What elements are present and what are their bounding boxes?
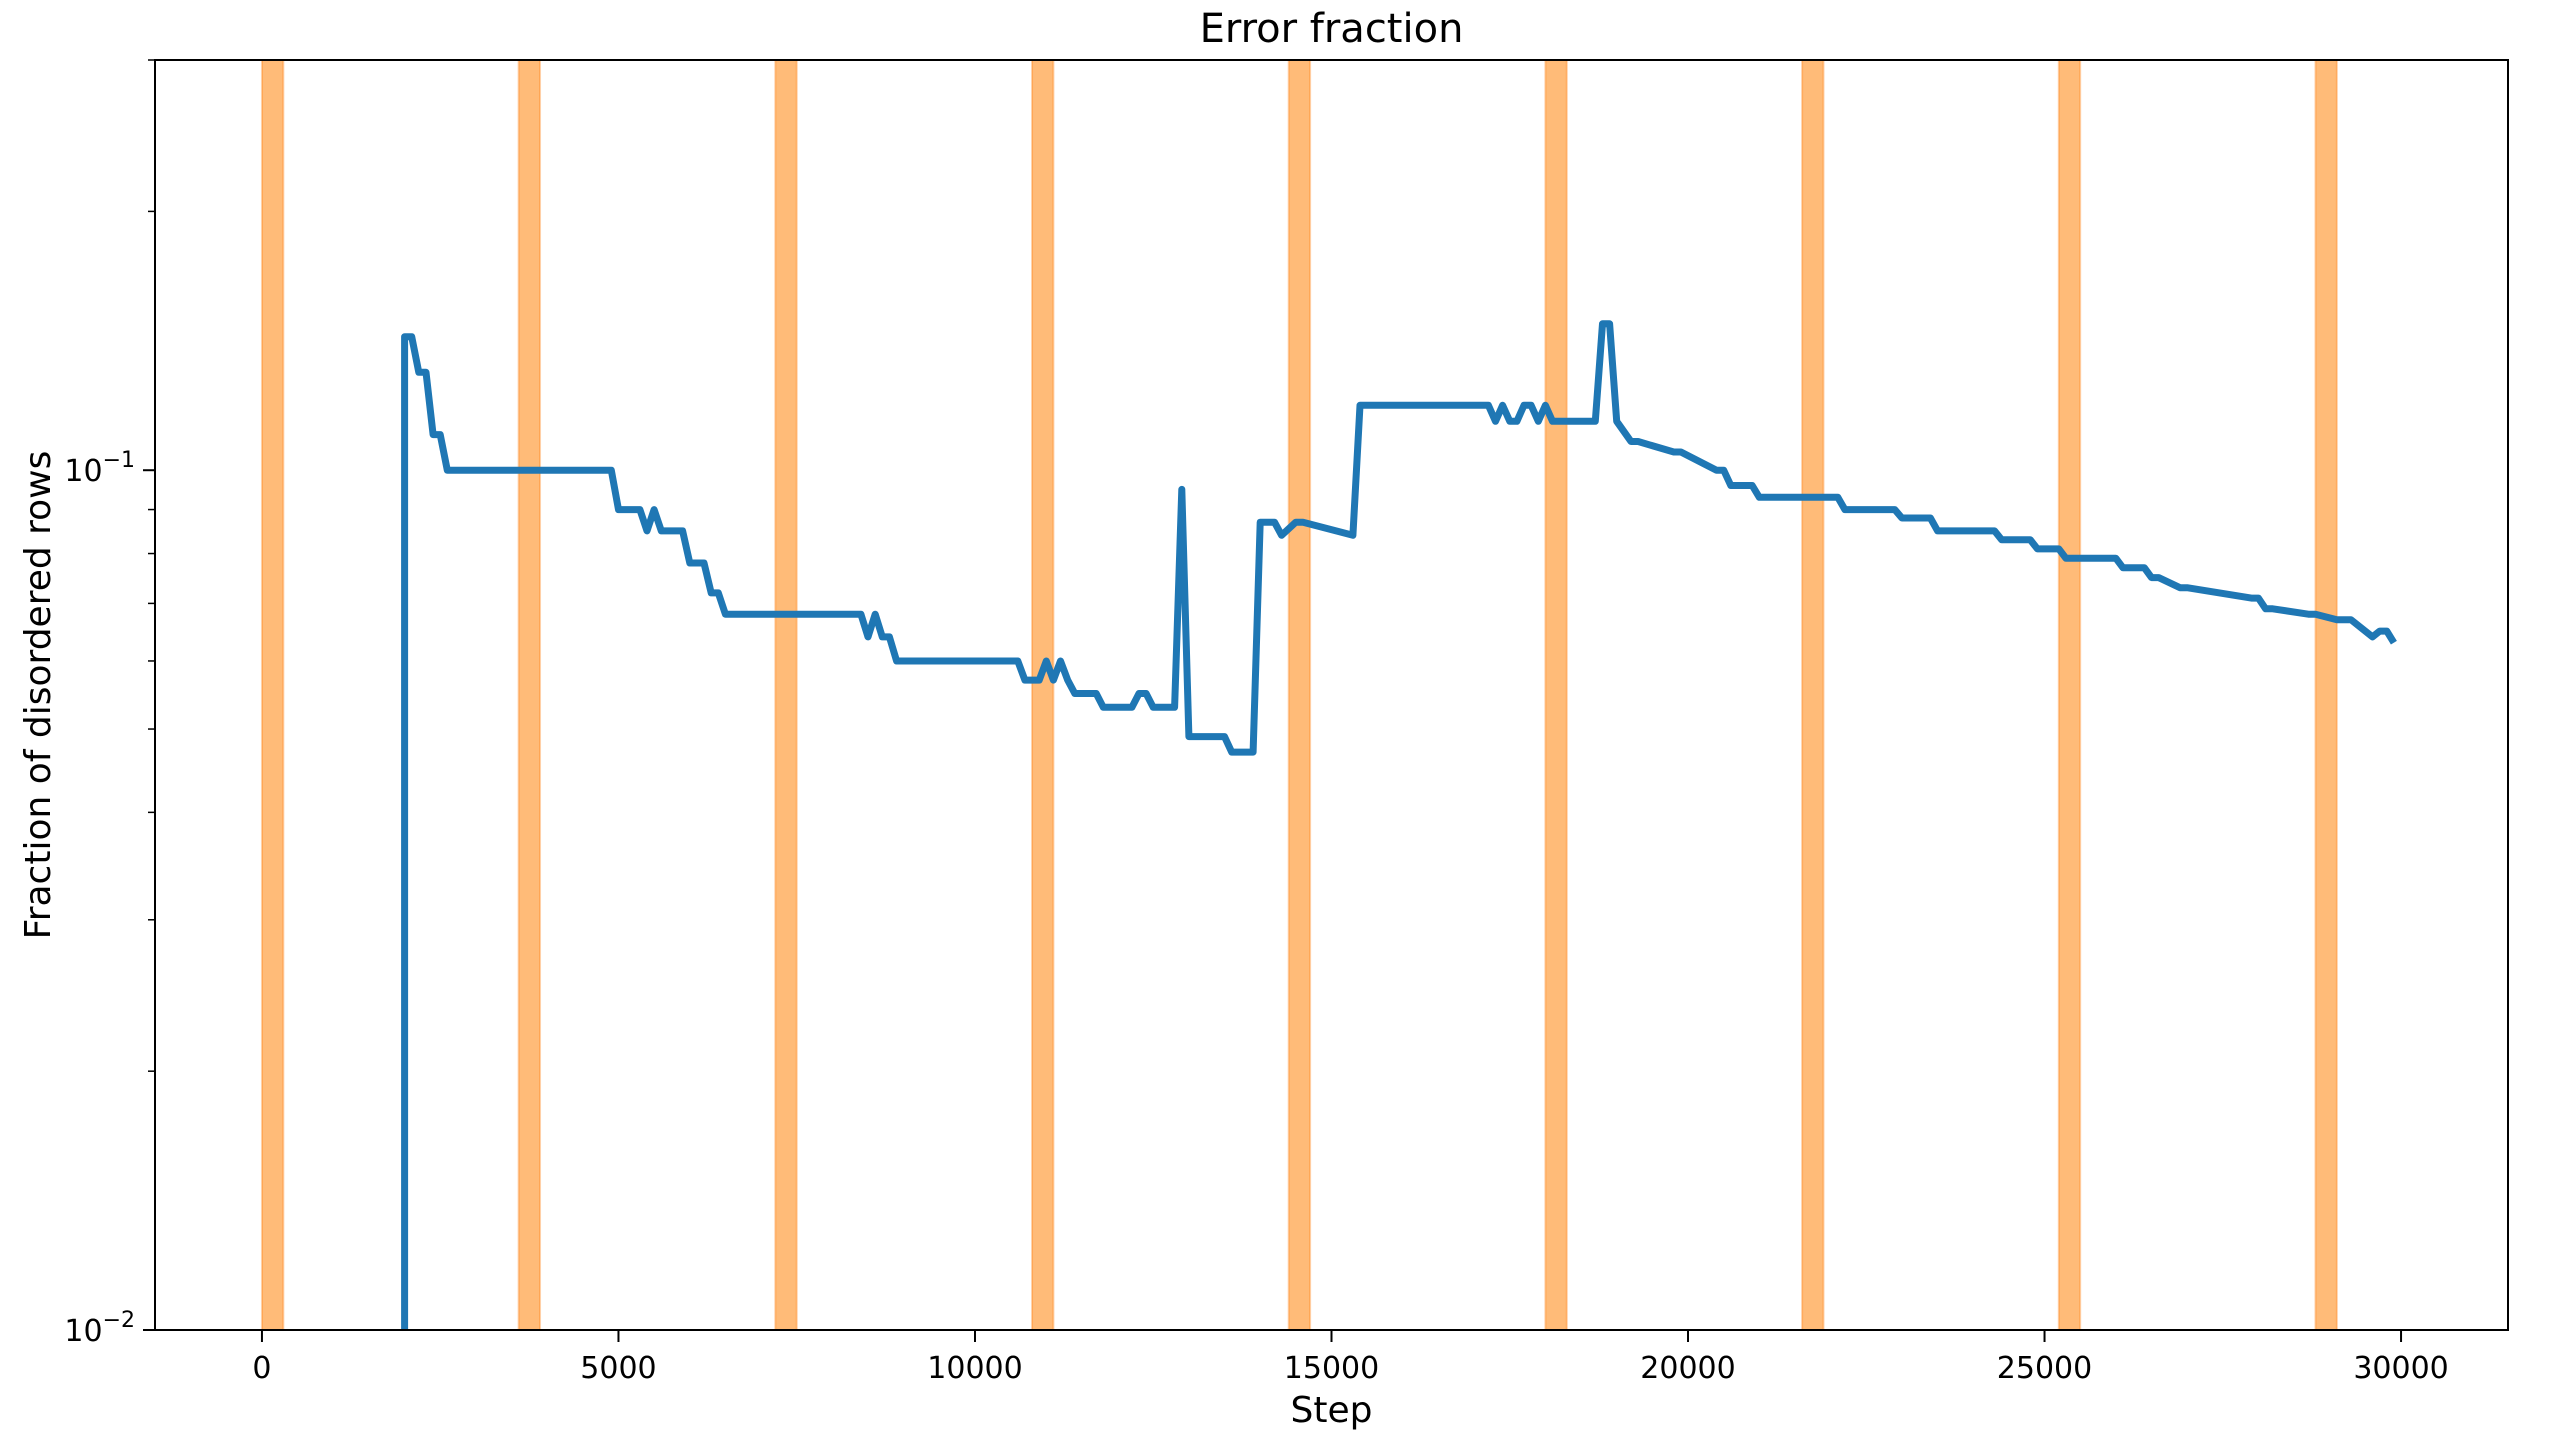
highlight-band-6 <box>1544 59 1568 1331</box>
highlight-band-3 <box>774 59 798 1331</box>
highlight-band-1 <box>260 59 285 1331</box>
chart-title: Error fraction <box>1200 6 1464 52</box>
highlight-bands <box>260 59 2338 1331</box>
y-axis-label: Fraction of disordered rows <box>18 451 59 940</box>
y-tick-label: 10−1 <box>64 448 135 489</box>
highlight-band-4 <box>1031 59 1055 1331</box>
highlight-band-5 <box>1287 59 1312 1331</box>
series-line-1 <box>401 320 2397 1330</box>
x-axis-ticks: 0 5000 10000 15000 20000 25000 30000 <box>252 1330 2449 1386</box>
x-tick-label: 25000 <box>1997 1351 2092 1386</box>
x-tick-label: 10000 <box>927 1351 1022 1386</box>
x-tick-label: 15000 <box>1284 1351 1379 1386</box>
x-tick-label: 5000 <box>580 1351 656 1386</box>
highlight-band-7 <box>1801 59 1825 1331</box>
y-axis-ticks: 10−2 10−1 <box>64 59 155 1349</box>
x-tick-label: 30000 <box>2353 1351 2448 1386</box>
series-layer <box>401 320 2397 1330</box>
highlight-band-2 <box>517 59 542 1331</box>
x-axis-label: Step <box>1291 1390 1373 1431</box>
highlight-band-8 <box>2057 59 2082 1331</box>
x-tick-label: 0 <box>252 1351 271 1386</box>
x-tick-label: 20000 <box>1640 1351 1735 1386</box>
highlight-band-9 <box>2314 59 2338 1331</box>
y-tick-label: 10−2 <box>64 1308 135 1349</box>
